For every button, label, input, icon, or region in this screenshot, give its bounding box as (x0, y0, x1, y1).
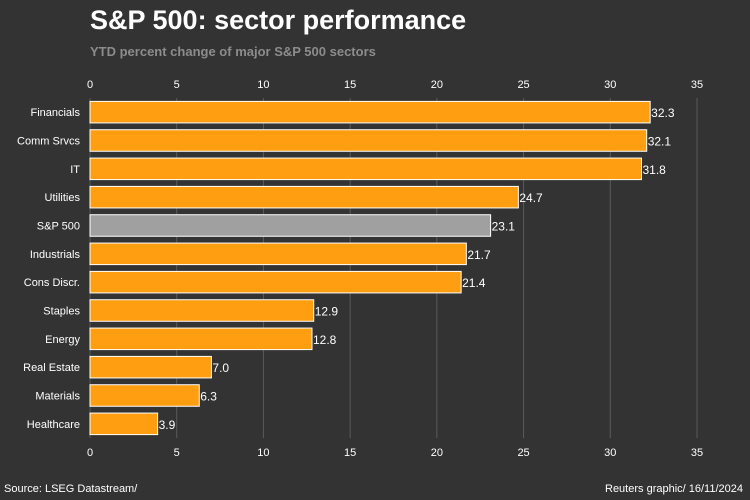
bar-utilities (89, 185, 519, 209)
category-label-cons-discr: Cons Discr. (24, 277, 80, 289)
bar-healthcare (89, 412, 159, 436)
value-label-real-estate: 7.0 (212, 361, 229, 375)
bar-comm-srvcs (89, 129, 648, 152)
x-tick-bottom-20: 20 (431, 447, 443, 459)
bar-financials (89, 100, 651, 124)
value-label-materials: 6.3 (200, 390, 217, 404)
value-label-utilities: 24.7 (519, 191, 543, 205)
bar-s-p-500 (89, 214, 492, 237)
value-label-financials: 32.3 (651, 106, 675, 120)
x-tick-top-25: 25 (517, 79, 529, 91)
source-note: Source: LSEG Datastream/ (4, 483, 138, 495)
x-tick-top-30: 30 (604, 79, 616, 91)
bar-real-estate (89, 355, 212, 379)
value-labels: 32.3 32.1 31.8 24.7 23.121.7 21.4 12.9 12.8 7.0 6… (159, 106, 675, 432)
category-label-s-p-500: S&P 500 (37, 221, 80, 233)
bar-staples (89, 299, 315, 322)
chart-title: S&P 500: sector performance (90, 5, 466, 35)
category-label-materials: Materials (35, 391, 80, 403)
x-tick-bottom-30: 30 (604, 447, 616, 459)
x-tick-top-10: 10 (257, 79, 269, 91)
value-label-staples: 12.9 (315, 305, 339, 319)
category-label-financials: Financials (30, 107, 80, 119)
x-tick-top-5: 5 (174, 79, 180, 91)
x-axis-top: 0 5 10 15 20 25 30 35 (87, 79, 703, 91)
x-axis-bottom: 0 5 10 15 20 25 30 35 (87, 447, 703, 459)
x-tick-bottom-5: 5 (174, 447, 180, 459)
value-label-energy: 12.8 (313, 333, 337, 347)
value-label-healthcare: 3.9 (159, 418, 176, 432)
category-label-comm-srvcs: Comm Srvcs (17, 136, 80, 148)
category-label-healthcare: Healthcare (27, 419, 80, 431)
category-label-industrials: Industrials (30, 249, 81, 261)
value-label-comm-srvcs: 32.1 (648, 135, 672, 149)
bar-materials (89, 384, 200, 407)
bar-cons-discr (89, 270, 462, 294)
category-label-it: IT (70, 164, 80, 176)
x-tick-bottom-0: 0 (87, 447, 93, 459)
x-tick-top-15: 15 (344, 79, 356, 91)
bar-industrials (89, 242, 467, 266)
category-label-staples: Staples (43, 306, 80, 318)
x-tick-top-0: 0 (87, 79, 93, 91)
value-label-cons-discr: 21.4 (462, 276, 486, 290)
x-tick-bottom-35: 35 (691, 447, 703, 459)
category-label-utilities: Utilities (45, 192, 81, 204)
gridlines (89, 98, 698, 438)
bar-energy (89, 327, 313, 351)
chart-subtitle: YTD percent change of major S&P 500 sect… (90, 44, 376, 59)
category-label-real-estate: Real Estate (23, 362, 80, 374)
category-label-energy: Energy (45, 334, 80, 346)
x-tick-bottom-25: 25 (517, 447, 529, 459)
x-tick-bottom-15: 15 (344, 447, 356, 459)
x-tick-bottom-10: 10 (257, 447, 269, 459)
x-tick-top-20: 20 (431, 79, 443, 91)
category-labels: Financials Comm Srvcs IT Utilities S&P 500 In… (17, 107, 80, 431)
value-label-industrials: 21.7 (467, 248, 491, 262)
value-label-it: 31.8 (643, 163, 667, 177)
bars (89, 100, 651, 436)
x-tick-top-35: 35 (691, 79, 703, 91)
value-label-s-p-500: 23.1 (492, 220, 516, 234)
credit-note: Reuters graphic/ 16/11/2024 (605, 483, 743, 495)
bar-it (89, 157, 643, 181)
